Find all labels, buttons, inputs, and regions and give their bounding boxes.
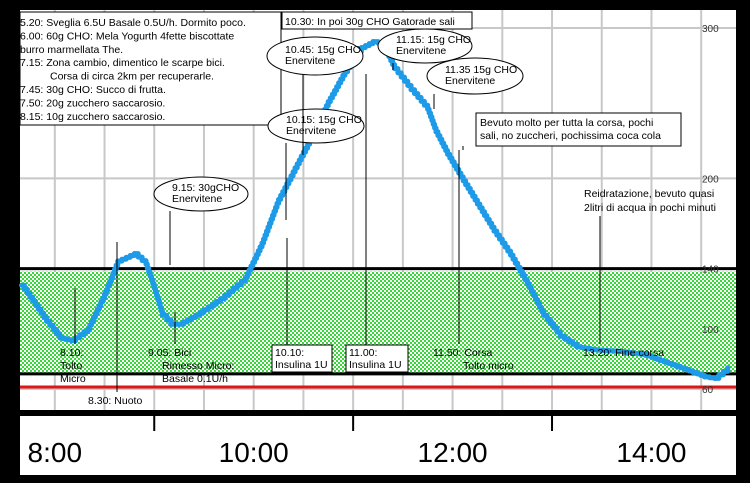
glucose-point: [657, 357, 663, 363]
glucose-point: [425, 106, 431, 112]
annotation-text: 10.10: Insulina 1U: [275, 347, 328, 371]
annotation-text: 11.00: Insulina 1U: [349, 347, 402, 371]
glucose-point: [673, 363, 679, 369]
annotation-text: 8.30: Nuoto: [88, 395, 142, 407]
glucose-point: [574, 344, 580, 350]
x-tick-label: 8:00: [28, 437, 83, 468]
glucose-point: [143, 261, 149, 267]
y-tick-label: 200: [702, 174, 719, 185]
annotation-text: 8.10: Tolto Micro: [60, 347, 86, 385]
annotation-ellipse: [377, 28, 473, 64]
glucose-point: [176, 321, 182, 327]
glucose-series-line: [19, 39, 731, 381]
notes-box: [19, 11, 282, 126]
glucose-point: [57, 335, 63, 341]
glucose-point: [115, 258, 121, 264]
glucose-point: [242, 275, 248, 281]
glucose-point: [458, 174, 464, 180]
glucose-point: [292, 165, 298, 171]
glucose-point: [68, 338, 74, 344]
glucose-point: [712, 375, 717, 381]
notes-box-line: 8.15: 10g zucchero saccarosio.: [20, 111, 165, 123]
annotation-text: 11.15: 15g CHO Enervitene: [396, 34, 471, 57]
annotation-text: 10.15: 15g CHO Enervitene: [286, 114, 362, 137]
y-tick-label: 140: [702, 265, 719, 276]
glucose-point: [325, 99, 331, 105]
glucose-point: [640, 351, 646, 357]
annotation-ellipse: [153, 176, 249, 212]
annotation-box: [475, 112, 682, 147]
annotation-text: Reidratazione, bevuto quasi 2litri di acq…: [584, 188, 716, 214]
glucose-point: [151, 285, 157, 291]
glucose-point: [433, 129, 439, 135]
glucose-point: [131, 251, 137, 257]
glucose-point: [725, 365, 731, 371]
glucose-point: [19, 282, 25, 288]
annotation-text: 9.05: Bici Rimesso Micro: Basale 0.1U/h: [148, 347, 234, 385]
glucose-point: [508, 252, 514, 258]
annotation-text: Bevuto molto per tutta la corsa, pochi sa…: [480, 117, 661, 142]
glucose-point: [102, 291, 107, 297]
glucose-point: [370, 39, 376, 45]
glucose-point: [193, 312, 199, 318]
y-tick-label: 300: [702, 24, 719, 35]
x-tick-label: 10:00: [219, 437, 289, 468]
x-tick-label: 14:00: [616, 437, 686, 468]
top-note-text: 10.30: In poi 30g CHO Gatorade sali: [285, 16, 455, 28]
glucose-point: [27, 294, 33, 300]
annotation-text: 9.15: 30gCHO Enervitene: [172, 182, 239, 205]
glucose-point: [702, 374, 707, 380]
time-axis-background: [20, 415, 736, 475]
glucose-point: [276, 197, 282, 202]
y-tick-label: 100: [702, 325, 719, 336]
annotation-box: [345, 344, 409, 373]
notes-box-line: 6.00: 60g CHO: Mela Yogurth 4fette bisco…: [20, 30, 234, 42]
glucose-point: [591, 347, 596, 353]
annotation-box: [271, 344, 333, 373]
annotation-ellipse: [266, 36, 364, 76]
glucose-point: [690, 369, 696, 375]
annotation-text: 11.35 15g CHO Enervitene: [445, 64, 517, 87]
glucose-point: [445, 151, 451, 157]
glucose-point: [557, 333, 563, 339]
annotation-ellipse: [426, 57, 524, 95]
glucose-point: [44, 318, 49, 324]
notes-box-line: 7.45: 30g CHO: Succo di frutta.: [20, 84, 166, 96]
glucose-point: [474, 201, 480, 207]
notes-box-line: burro marmellata The.: [20, 44, 123, 56]
x-tick-label: 12:00: [418, 437, 488, 468]
glucose-point: [160, 312, 165, 318]
glucose-point: [408, 87, 414, 93]
glucose-point: [491, 228, 497, 234]
annotation-text: 11.50: Corsa Tolto micro: [433, 347, 514, 372]
notes-box-line: Corsa di circa 2km per recuperarle.: [50, 71, 214, 83]
notes-box-line: 7.15: Zona cambio, dimentico le scarpe b…: [20, 57, 225, 69]
glucose-point: [218, 296, 223, 302]
notes-box-line: 5.20: Sveglia 6.5U Basale 0.5U/h. Dormit…: [20, 17, 246, 29]
y-tick-label: 60: [702, 385, 714, 396]
annotation-text: 10.45: 15g CHO Enervitene: [285, 44, 361, 67]
glucose-point: [541, 312, 547, 318]
glucose-point: [524, 281, 530, 287]
annotation-text: 13.20: Fine corsa: [583, 347, 664, 359]
notes-box-line: 7.50: 20g zucchero saccarosio.: [20, 97, 165, 109]
glucose-point: [168, 321, 174, 327]
annotation-ellipse: [267, 108, 365, 144]
glucose-point: [615, 348, 621, 354]
glucose-point: [85, 326, 91, 332]
top-note-box: [281, 11, 473, 30]
glucose-point: [259, 240, 265, 246]
